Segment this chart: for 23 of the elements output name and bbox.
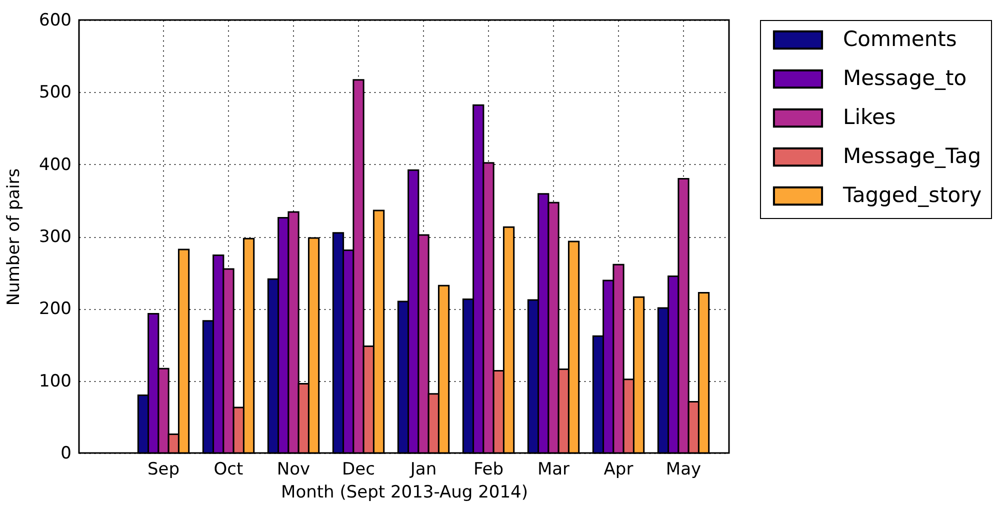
x-axis-title: Month (Sept 2013-Aug 2014) <box>281 482 528 502</box>
y-tick-label: 500 <box>39 82 72 103</box>
legend-label: Likes <box>843 105 896 129</box>
legend-label: Message_Tag <box>843 144 982 168</box>
y-tick-label: 0 <box>60 444 72 464</box>
y-tick-label: 300 <box>39 227 72 247</box>
x-tick-label: Feb <box>473 460 504 480</box>
x-tick-label: Apr <box>604 460 634 480</box>
x-tick-label: Sep <box>147 460 180 480</box>
y-tick-label: 200 <box>39 299 72 320</box>
y-tick-label: 600 <box>39 10 72 30</box>
x-tick-label: Jan <box>409 460 437 480</box>
x-tick-label: Dec <box>342 460 375 480</box>
x-tick-label: Mar <box>537 460 570 480</box>
y-axis-title: Number of pairs <box>4 168 24 306</box>
legend-label: Tagged_story <box>842 183 982 207</box>
x-tick-label: Oct <box>214 460 244 480</box>
x-tick-label: Nov <box>276 460 310 480</box>
legend-label: Comments <box>843 27 957 51</box>
legend-label: Message_to <box>843 66 967 90</box>
x-tick-label: May <box>666 460 702 480</box>
y-tick-label: 100 <box>39 371 72 392</box>
y-tick-label: 400 <box>39 154 72 175</box>
